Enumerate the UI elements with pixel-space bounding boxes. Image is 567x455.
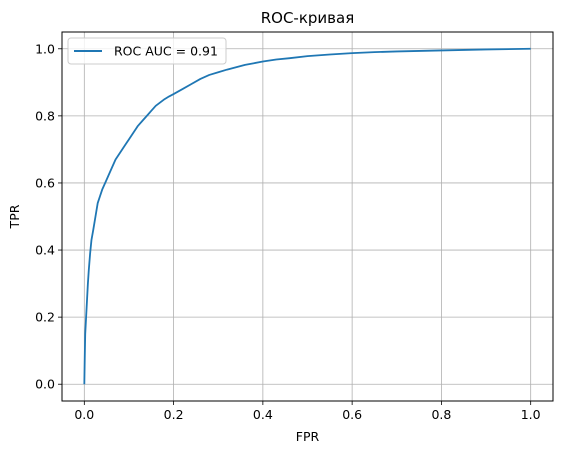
y-axis-label: TPR (7, 204, 22, 229)
x-tick-label: 1.0 (521, 407, 541, 422)
axes-frame (61, 31, 554, 402)
y-tick-label: 0.6 (35, 175, 55, 190)
x-tick-label: 0.0 (74, 407, 94, 422)
y-tick-label: 1.0 (35, 41, 55, 56)
legend: ROC AUC = 0.91 (67, 37, 227, 65)
x-tick-label: 0.6 (342, 407, 362, 422)
y-tick-label: 0.8 (35, 108, 55, 123)
x-axis-label: FPR (296, 429, 320, 444)
legend-box (67, 37, 227, 65)
ticks: 0.0 0.2 0.4 0.6 0.8 1.0 0.0 0.2 0.4 0.6 0.8 1.0 (35, 41, 541, 422)
y-tick-label: 0.4 (35, 243, 55, 258)
series-layer (83, 47, 531, 385)
x-tick-label: 0.8 (431, 407, 451, 422)
chart-title: ROC-кривая (261, 9, 355, 27)
roc-curve-line (83, 47, 531, 385)
x-tick-label: 0.2 (164, 407, 184, 422)
x-tick-label: 0.4 (253, 407, 273, 422)
y-tick-label: 0.2 (35, 310, 55, 325)
y-tick-label: 0.0 (35, 377, 55, 392)
legend-label: ROC AUC = 0.91 (114, 44, 218, 59)
